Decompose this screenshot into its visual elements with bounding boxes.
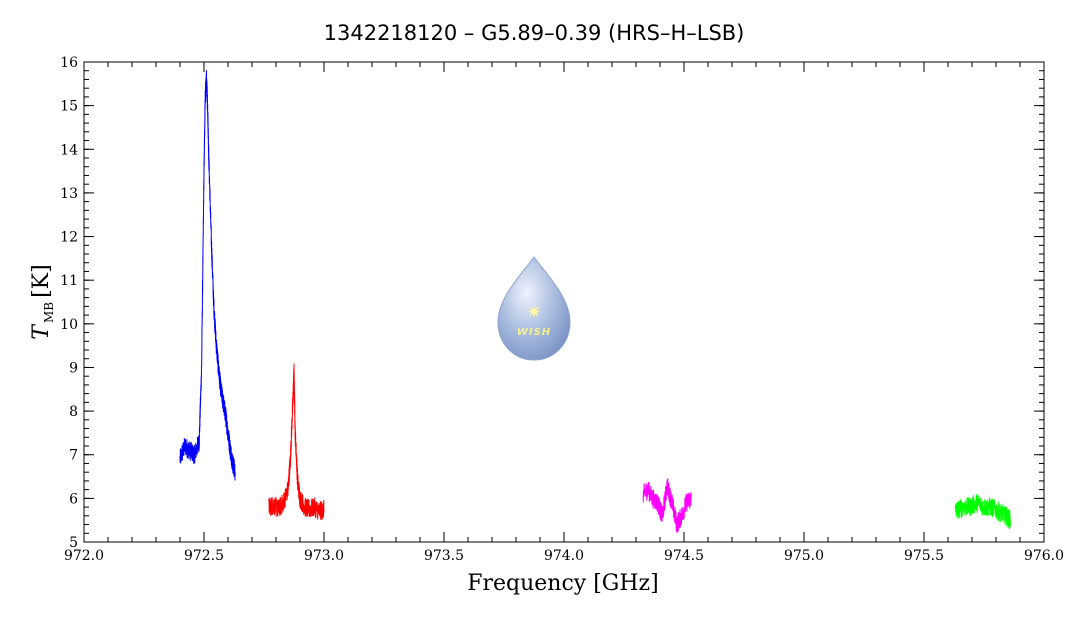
x-tick-label: 974.5	[664, 548, 704, 564]
logo-text: WISH	[517, 327, 551, 338]
series-line-0	[179, 70, 236, 481]
series-line-3	[954, 493, 1011, 530]
x-tick-label: 974.0	[544, 548, 584, 564]
y-tick-label: 12	[60, 230, 78, 246]
x-tick-label: 975.0	[784, 548, 824, 564]
y-tick-label: 10	[60, 317, 78, 333]
y-tick-label: 5	[69, 535, 78, 551]
y-tick-label: 9	[69, 360, 78, 376]
x-tick-label: 972.0	[64, 548, 104, 564]
y-tick-label: 6	[69, 491, 78, 507]
x-tick-label: 973.0	[304, 548, 344, 564]
y-tick-label: 7	[69, 448, 78, 464]
y-tick-label: 13	[60, 186, 78, 202]
x-tick-label: 973.5	[424, 548, 464, 564]
x-axis-label: Frequency [GHz]	[467, 571, 659, 596]
y-tick-label: 8	[69, 404, 78, 420]
x-tick-label: 975.5	[904, 548, 944, 564]
y-axis-label: TMB [K]	[29, 264, 56, 339]
y-tick-label: 16	[60, 55, 78, 71]
plot-frame	[83, 61, 1045, 543]
wish-logo: ✷ WISH	[497, 256, 571, 361]
y-axis-subscript: MB	[42, 302, 56, 323]
y-axis-unit: [K]	[29, 264, 54, 298]
chart-title: 1342218120 – G5.89–0.39 (HRS–H–LSB)	[324, 21, 745, 45]
series-layer	[179, 70, 1011, 533]
x-tick-label: 976.0	[1024, 548, 1064, 564]
svg-text:TMB[K]: TMB [K]	[29, 264, 56, 339]
y-axis-symbol: T	[29, 323, 54, 340]
series-line-2	[642, 478, 692, 533]
y-tick-label: 14	[60, 142, 78, 158]
y-tick-label: 11	[60, 273, 78, 289]
ticks-layer: 972.0 972.5 973.0 973.5 974.0 974.5 975.0 975.5…	[60, 55, 1064, 564]
series-line-1	[268, 363, 325, 521]
x-tick-label: 972.5	[184, 548, 224, 564]
water-drop-icon	[497, 256, 571, 361]
star-icon: ✷	[526, 302, 541, 323]
y-tick-label: 15	[60, 99, 78, 115]
